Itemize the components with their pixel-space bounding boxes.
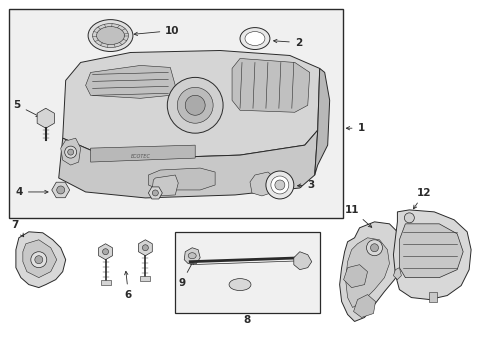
Text: 10: 10: [134, 26, 180, 36]
Circle shape: [67, 149, 74, 155]
Polygon shape: [23, 240, 57, 278]
Polygon shape: [37, 108, 54, 128]
Polygon shape: [52, 182, 69, 198]
Circle shape: [265, 171, 293, 199]
Bar: [140, 276, 150, 280]
Text: ECOTEC: ECOTEC: [130, 154, 150, 159]
Polygon shape: [85, 66, 175, 98]
Polygon shape: [59, 130, 317, 198]
Circle shape: [404, 213, 413, 223]
Text: 4: 4: [16, 187, 48, 197]
Circle shape: [370, 244, 378, 252]
Text: 9: 9: [178, 261, 193, 288]
Circle shape: [185, 95, 205, 115]
Text: 6: 6: [124, 271, 132, 300]
Bar: [175, 232, 319, 314]
Polygon shape: [16, 232, 65, 288]
Polygon shape: [314, 68, 329, 175]
Text: 12: 12: [412, 188, 431, 209]
Polygon shape: [393, 210, 470, 300]
Polygon shape: [62, 50, 319, 158]
Ellipse shape: [240, 28, 269, 50]
Polygon shape: [99, 244, 112, 260]
Polygon shape: [184, 248, 200, 264]
Bar: [9, 9, 342, 218]
Circle shape: [102, 249, 108, 255]
Polygon shape: [249, 172, 274, 196]
Ellipse shape: [92, 24, 128, 48]
Polygon shape: [61, 138, 81, 165]
Polygon shape: [148, 187, 162, 199]
Circle shape: [177, 87, 213, 123]
Bar: [101, 280, 110, 285]
Circle shape: [274, 180, 285, 190]
Ellipse shape: [228, 279, 250, 291]
Polygon shape: [428, 292, 436, 302]
Polygon shape: [232, 58, 309, 112]
Ellipse shape: [88, 20, 133, 51]
Polygon shape: [399, 224, 462, 278]
Polygon shape: [138, 240, 152, 256]
Polygon shape: [353, 294, 375, 318]
Polygon shape: [293, 252, 311, 270]
Text: 5: 5: [14, 100, 40, 117]
Circle shape: [64, 146, 77, 158]
Text: 11: 11: [345, 205, 371, 227]
Ellipse shape: [244, 32, 264, 45]
Polygon shape: [393, 268, 401, 280]
Polygon shape: [343, 265, 367, 288]
Polygon shape: [148, 168, 215, 190]
Polygon shape: [152, 175, 178, 196]
Circle shape: [270, 176, 288, 194]
Circle shape: [167, 77, 223, 133]
Text: 7: 7: [12, 220, 23, 237]
Circle shape: [366, 240, 382, 256]
Circle shape: [142, 245, 148, 251]
Polygon shape: [90, 145, 195, 162]
Circle shape: [152, 190, 158, 196]
Text: 3: 3: [297, 180, 314, 190]
Ellipse shape: [96, 27, 124, 45]
Ellipse shape: [188, 253, 196, 259]
Polygon shape: [339, 222, 404, 321]
Circle shape: [35, 256, 42, 264]
Polygon shape: [345, 238, 388, 307]
Text: 2: 2: [273, 37, 302, 48]
Circle shape: [57, 186, 64, 194]
Text: 8: 8: [243, 315, 250, 325]
Circle shape: [31, 252, 47, 268]
Text: 1: 1: [346, 123, 364, 133]
